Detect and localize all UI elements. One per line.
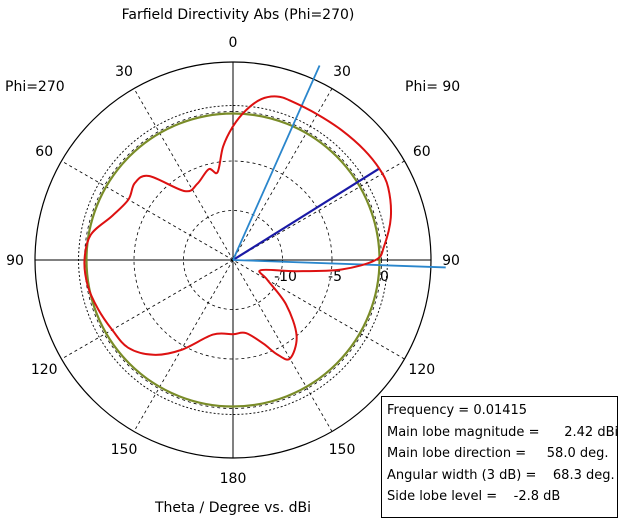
directivity-pattern-line <box>83 95 392 361</box>
x-axis-label: Theta / Degree vs. dBi <box>154 500 311 516</box>
results-info-box: Frequency = 0.01415 Main lobe magnitude … <box>381 396 618 518</box>
angle-tick-label: 150 <box>329 442 356 458</box>
left-half-label: Phi=270 <box>5 79 65 95</box>
angle-tick-label: 90 <box>442 253 460 269</box>
angle-tick-label: 60 <box>35 144 53 160</box>
angle-tick-label: 90 <box>6 253 24 269</box>
marker-line <box>232 167 380 261</box>
frequency-text: Frequency = 0.01415 <box>387 403 528 418</box>
reference-circle <box>85 112 381 408</box>
reference-circle <box>78 105 388 415</box>
angle-tick-label: 120 <box>31 362 58 378</box>
main-lobe-direction-text: Main lobe direction = 58.0 deg. <box>387 446 609 461</box>
radial-tick-labels: -10 -5 0 <box>274 269 389 285</box>
right-half-label: Phi= 90 <box>405 79 460 95</box>
angle-tick-label: 150 <box>111 442 138 458</box>
main-lobe-magnitude-text: Main lobe magnitude = 2.42 dBi <box>387 424 619 440</box>
angle-tick-label: 120 <box>408 362 435 378</box>
angle-tick-label: 30 <box>115 64 133 80</box>
series-layer <box>78 65 446 415</box>
angle-tick-label: 180 <box>220 471 247 487</box>
marker-line <box>232 65 321 261</box>
radial-tick-label: -10 <box>274 269 297 285</box>
angle-tick-label: 60 <box>413 144 431 160</box>
radial-tick-label: 0 <box>380 269 389 285</box>
angle-tick-label: 0 <box>229 35 238 51</box>
angular-width-text: Angular width (3 dB) = 68.3 deg. <box>387 467 615 483</box>
radial-tick-label: -5 <box>328 269 342 285</box>
angle-tick-label: 30 <box>333 64 351 80</box>
side-lobe-level-text: Side lobe level = -2.8 dB <box>387 489 561 504</box>
chart-title: Farfield Directivity Abs (Phi=270) <box>122 7 355 23</box>
marker-line <box>232 259 446 269</box>
angle-tick-labels: 0 30 60 90 120 150 180 150 120 90 60 30 <box>6 35 460 487</box>
